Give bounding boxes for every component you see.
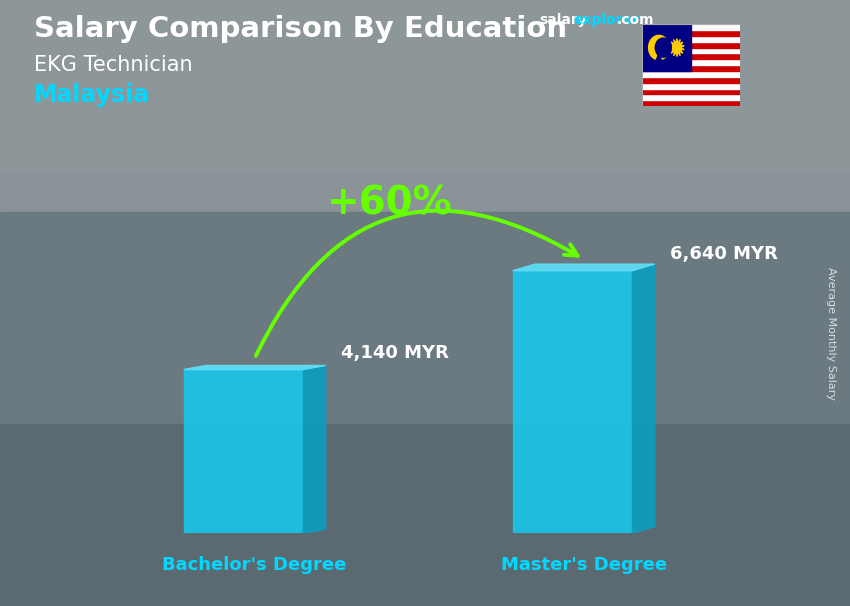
Bar <box>642 65 740 71</box>
Text: Average Monthly Salary: Average Monthly Salary <box>826 267 836 400</box>
Text: 4,140 MYR: 4,140 MYR <box>341 344 449 362</box>
Text: Malaysia: Malaysia <box>34 83 150 107</box>
Bar <box>0 212 850 424</box>
Bar <box>642 95 740 100</box>
Wedge shape <box>649 35 669 59</box>
Text: salary: salary <box>540 13 587 27</box>
Bar <box>642 48 740 53</box>
Bar <box>642 30 740 36</box>
Bar <box>642 42 740 48</box>
Polygon shape <box>670 39 684 57</box>
Circle shape <box>655 38 672 57</box>
Polygon shape <box>632 264 654 533</box>
Polygon shape <box>513 271 632 533</box>
Bar <box>642 100 740 106</box>
Polygon shape <box>184 365 326 370</box>
Text: explorer: explorer <box>573 13 639 27</box>
Bar <box>642 24 740 30</box>
Text: .com: .com <box>617 13 654 27</box>
Bar <box>642 88 740 95</box>
Bar <box>0 424 850 606</box>
Text: Bachelor's Degree: Bachelor's Degree <box>162 556 347 574</box>
Bar <box>642 59 740 65</box>
Bar <box>642 36 740 42</box>
Polygon shape <box>513 264 654 271</box>
Bar <box>642 71 740 77</box>
Bar <box>642 77 740 82</box>
Text: 6,640 MYR: 6,640 MYR <box>670 245 778 263</box>
Text: EKG Technician: EKG Technician <box>34 55 193 75</box>
Bar <box>0 0 850 170</box>
Text: +60%: +60% <box>326 184 452 222</box>
Polygon shape <box>184 370 303 533</box>
Bar <box>642 82 740 88</box>
Text: Salary Comparison By Education: Salary Comparison By Education <box>34 15 567 43</box>
Text: Master's Degree: Master's Degree <box>501 556 667 574</box>
Bar <box>642 53 740 59</box>
Bar <box>642 24 690 71</box>
Polygon shape <box>303 365 326 533</box>
Bar <box>0 0 850 212</box>
